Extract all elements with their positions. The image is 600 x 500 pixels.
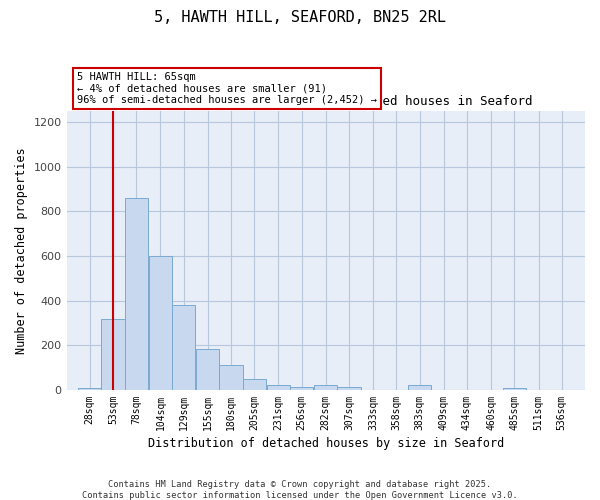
Bar — [125, 198, 148, 390]
Bar — [101, 318, 125, 390]
Bar — [503, 388, 526, 390]
Text: Contains HM Land Registry data © Crown copyright and database right 2025.
Contai: Contains HM Land Registry data © Crown c… — [82, 480, 518, 500]
Bar — [267, 386, 290, 390]
Bar — [314, 386, 337, 390]
X-axis label: Distribution of detached houses by size in Seaford: Distribution of detached houses by size … — [148, 437, 504, 450]
Bar — [220, 366, 242, 390]
Bar — [337, 386, 361, 390]
Text: 5, HAWTH HILL, SEAFORD, BN25 2RL: 5, HAWTH HILL, SEAFORD, BN25 2RL — [154, 10, 446, 25]
Y-axis label: Number of detached properties: Number of detached properties — [15, 147, 28, 354]
Text: 5 HAWTH HILL: 65sqm
← 4% of detached houses are smaller (91)
96% of semi-detache: 5 HAWTH HILL: 65sqm ← 4% of detached hou… — [77, 72, 377, 106]
Bar — [196, 348, 220, 390]
Title: Size of property relative to detached houses in Seaford: Size of property relative to detached ho… — [119, 96, 532, 108]
Bar — [172, 305, 195, 390]
Bar — [149, 256, 172, 390]
Bar — [242, 379, 266, 390]
Bar — [78, 388, 101, 390]
Bar — [408, 386, 431, 390]
Bar — [290, 386, 313, 390]
